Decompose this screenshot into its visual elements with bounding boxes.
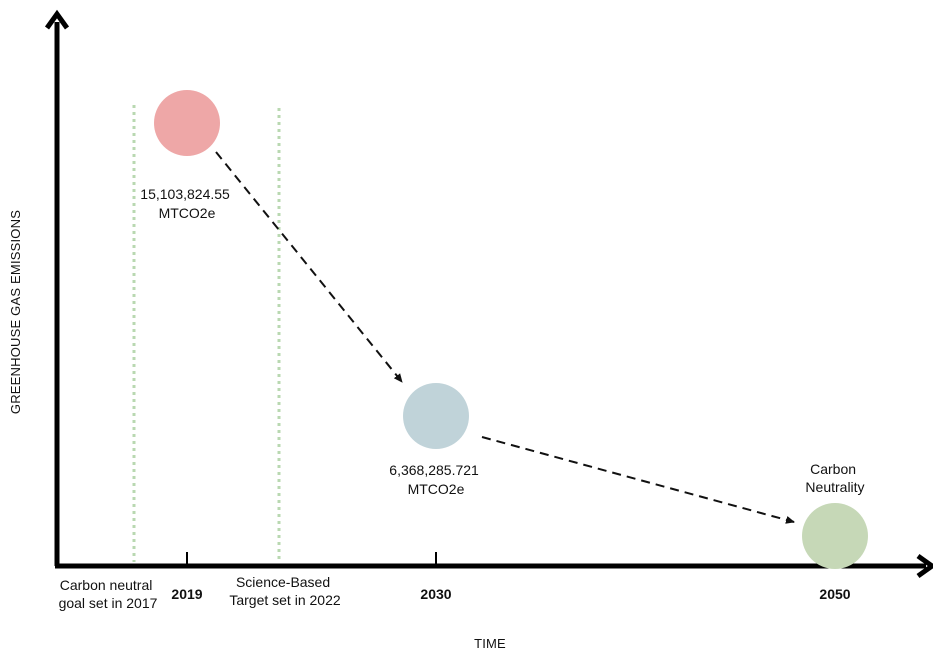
tick-label-2050: 2050 (819, 586, 850, 602)
point-label-2030-line1: 6,368,285.721 (389, 462, 479, 478)
x-axis-title: TIME (474, 636, 506, 651)
point-label-2030: 6,368,285.721 MTCO2e (389, 462, 482, 497)
trend-arrow-2019-2030 (215, 151, 403, 383)
milestone-label-2022: Science-Based Target set in 2022 (229, 574, 341, 608)
x-axis-arrow-icon (916, 553, 933, 579)
milestone-label-2017-line1: Carbon neutral (60, 577, 153, 593)
milestone-label-2017-line2: goal set in 2017 (59, 595, 158, 611)
point-label-2030-line2: MTCO2e (408, 481, 465, 497)
point-label-2050: Carbon Neutrality (805, 461, 864, 495)
trend-arrow-2030-2050 (481, 436, 795, 524)
point-label-2050-line1: Carbon (810, 461, 856, 477)
tick-label-2019: 2019 (171, 586, 202, 602)
point-label-2019: 15,103,824.55 MTCO2e (140, 186, 233, 221)
milestone-label-2017: Carbon neutral goal set in 2017 (59, 577, 158, 611)
point-label-2019-line1: 15,103,824.55 (140, 186, 230, 202)
data-point-2019 (154, 90, 220, 156)
point-label-2019-line2: MTCO2e (159, 205, 216, 221)
tick-label-2030: 2030 (420, 586, 451, 602)
y-axis-arrow-icon (44, 9, 70, 30)
point-label-2050-line2: Neutrality (805, 479, 864, 495)
milestone-label-2022-line1: Science-Based (236, 574, 330, 590)
y-axis-title: GREENHOUSE GAS EMISSIONS (8, 210, 23, 414)
data-point-2030 (403, 383, 469, 449)
data-point-2050 (802, 503, 868, 569)
milestone-label-2022-line2: Target set in 2022 (229, 592, 341, 608)
